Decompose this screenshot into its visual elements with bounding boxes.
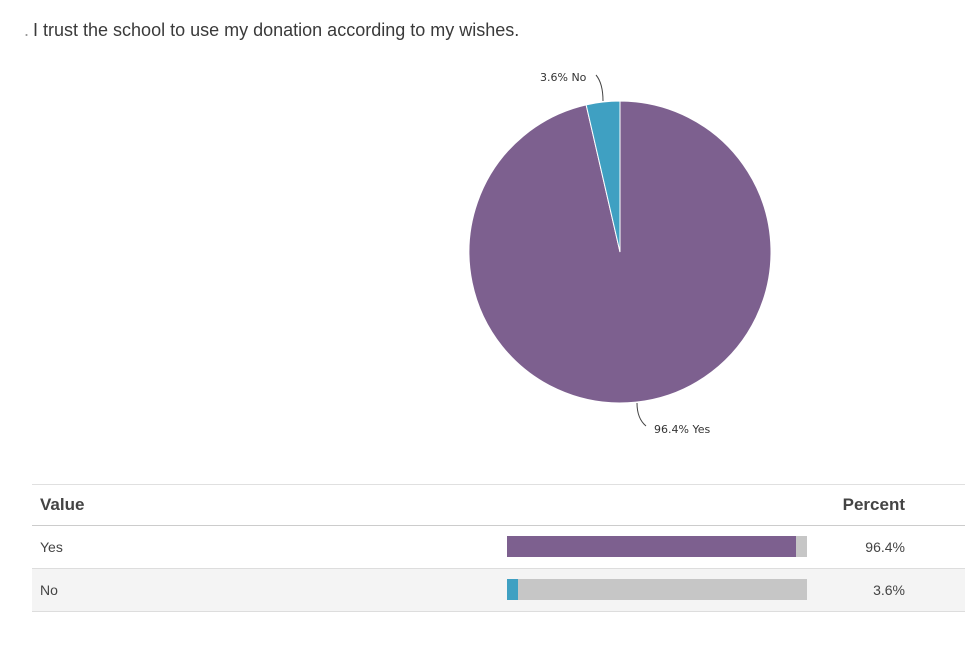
results-table: Value Percent Yes 96.4% No 3.6% — [32, 484, 965, 612]
table-header: Value Percent — [32, 485, 965, 526]
header-value: Value — [40, 495, 85, 514]
pie-chart: 96.4% Yes 3.6% No — [468, 71, 772, 436]
bar-fill-no — [507, 579, 518, 600]
question-text: I trust the school to use my donation ac… — [33, 20, 520, 40]
table-row-no: No 3.6% — [32, 569, 965, 612]
leader-line-yes — [636, 402, 647, 427]
row-percent: 3.6% — [873, 582, 905, 598]
pie-label-yes: 96.4% Yes — [654, 423, 710, 436]
leader-line-no — [595, 74, 604, 102]
header-percent: Percent — [842, 495, 905, 514]
row-label: Yes — [40, 539, 63, 555]
pie-slice-no — [585, 100, 621, 253]
question-marker: . — [24, 20, 30, 40]
row-label: No — [40, 582, 58, 598]
bar-fill-yes — [507, 536, 797, 557]
table-row-yes: Yes 96.4% — [32, 526, 965, 569]
question-title: .I trust the school to use my donation a… — [24, 20, 519, 41]
bar-track — [507, 579, 807, 600]
row-percent: 96.4% — [865, 539, 905, 555]
bar-track — [507, 536, 807, 557]
pie-label-no: 3.6% No — [540, 71, 587, 84]
